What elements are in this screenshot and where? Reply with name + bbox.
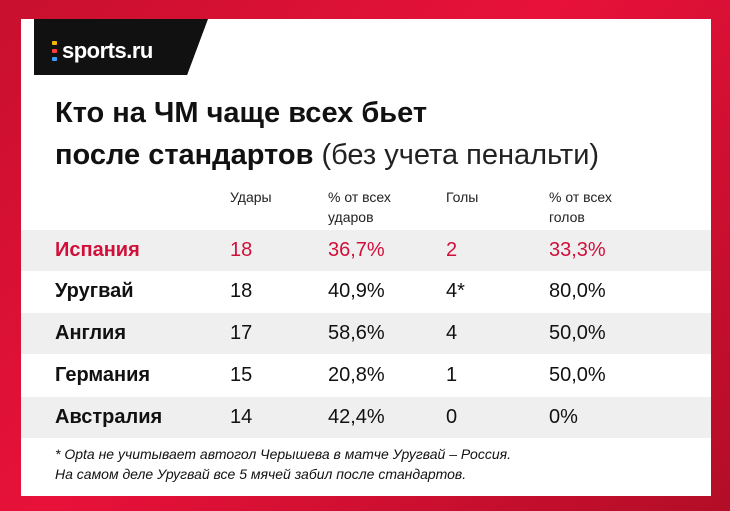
title-line-1: Кто на ЧМ чаще всех бьет: [55, 97, 428, 129]
footnote-line-2: На самом деле Уругвай все 5 мячей забил …: [55, 466, 467, 482]
shots-value: 14: [230, 406, 253, 428]
goals-pct-value: 0%: [549, 406, 578, 428]
table-row: Германия 15 20,8% 1 50,0%: [21, 355, 711, 396]
shots-pct-value: 20,8%: [328, 364, 385, 386]
header-shots-pct: % от всех ударов: [328, 187, 391, 227]
header-goals-pct: % от всех голов: [549, 187, 612, 227]
shots-pct-value: 36,7%: [328, 239, 385, 261]
goals-value: 0: [446, 406, 458, 428]
goals-pct-value: 33,3%: [549, 239, 606, 261]
team-name: Германия: [55, 364, 151, 386]
team-name: Англия: [55, 322, 127, 344]
goals-value: 1: [446, 364, 458, 386]
shots-pct-value: 58,6%: [328, 322, 385, 344]
shots-value: 17: [230, 322, 253, 344]
shots-pct-value: 40,9%: [328, 280, 385, 302]
goals-pct-value: 80,0%: [549, 280, 606, 302]
team-name: Испания: [55, 239, 140, 261]
goals-value: 4*: [446, 280, 465, 302]
goals-value: 2: [446, 239, 458, 261]
team-name: Уругвай: [55, 280, 134, 302]
shots-value: 18: [230, 239, 253, 261]
header-goals-pct-line1: % от всех: [549, 189, 612, 205]
title-line-2-light: (без учета пенальти): [321, 139, 600, 171]
header-shots-pct-line2: ударов: [328, 209, 374, 225]
logo-dots-icon: [52, 41, 58, 61]
team-name: Австралия: [55, 406, 163, 428]
shots-pct-value: 42,4%: [328, 406, 385, 428]
shots-value: 18: [230, 280, 253, 302]
footnote: * Opta не учитывает автогол Черышева в м…: [55, 444, 511, 484]
goals-pct-value: 50,0%: [549, 322, 606, 344]
header-goals-pct-line2: голов: [549, 209, 585, 225]
header-shots: Удары: [230, 189, 272, 205]
page-title: Кто на ЧМ чаще всех бьет после стандарто…: [55, 92, 695, 176]
shots-value: 15: [230, 364, 253, 386]
goals-pct-value: 50,0%: [549, 364, 606, 386]
table-row: Уругвай 18 40,9% 4* 80,0%: [21, 271, 711, 312]
title-line-2-bold: после стандартов: [55, 139, 314, 171]
goals-value: 4: [446, 322, 458, 344]
footnote-line-1: * Opta не учитывает автогол Черышева в м…: [55, 446, 511, 462]
header-shots-pct-line1: % от всех: [328, 189, 391, 205]
sports-ru-logo: [34, 19, 208, 75]
table-row: Испания 18 36,7% 2 33,3%: [21, 230, 711, 271]
logo-text: sports.ru: [62, 38, 153, 63]
header-goals: Голы: [446, 189, 479, 205]
table-row: Австралия 14 42,4% 0 0%: [21, 397, 711, 438]
table-row: Англия 17 58,6% 4 50,0%: [21, 313, 711, 354]
